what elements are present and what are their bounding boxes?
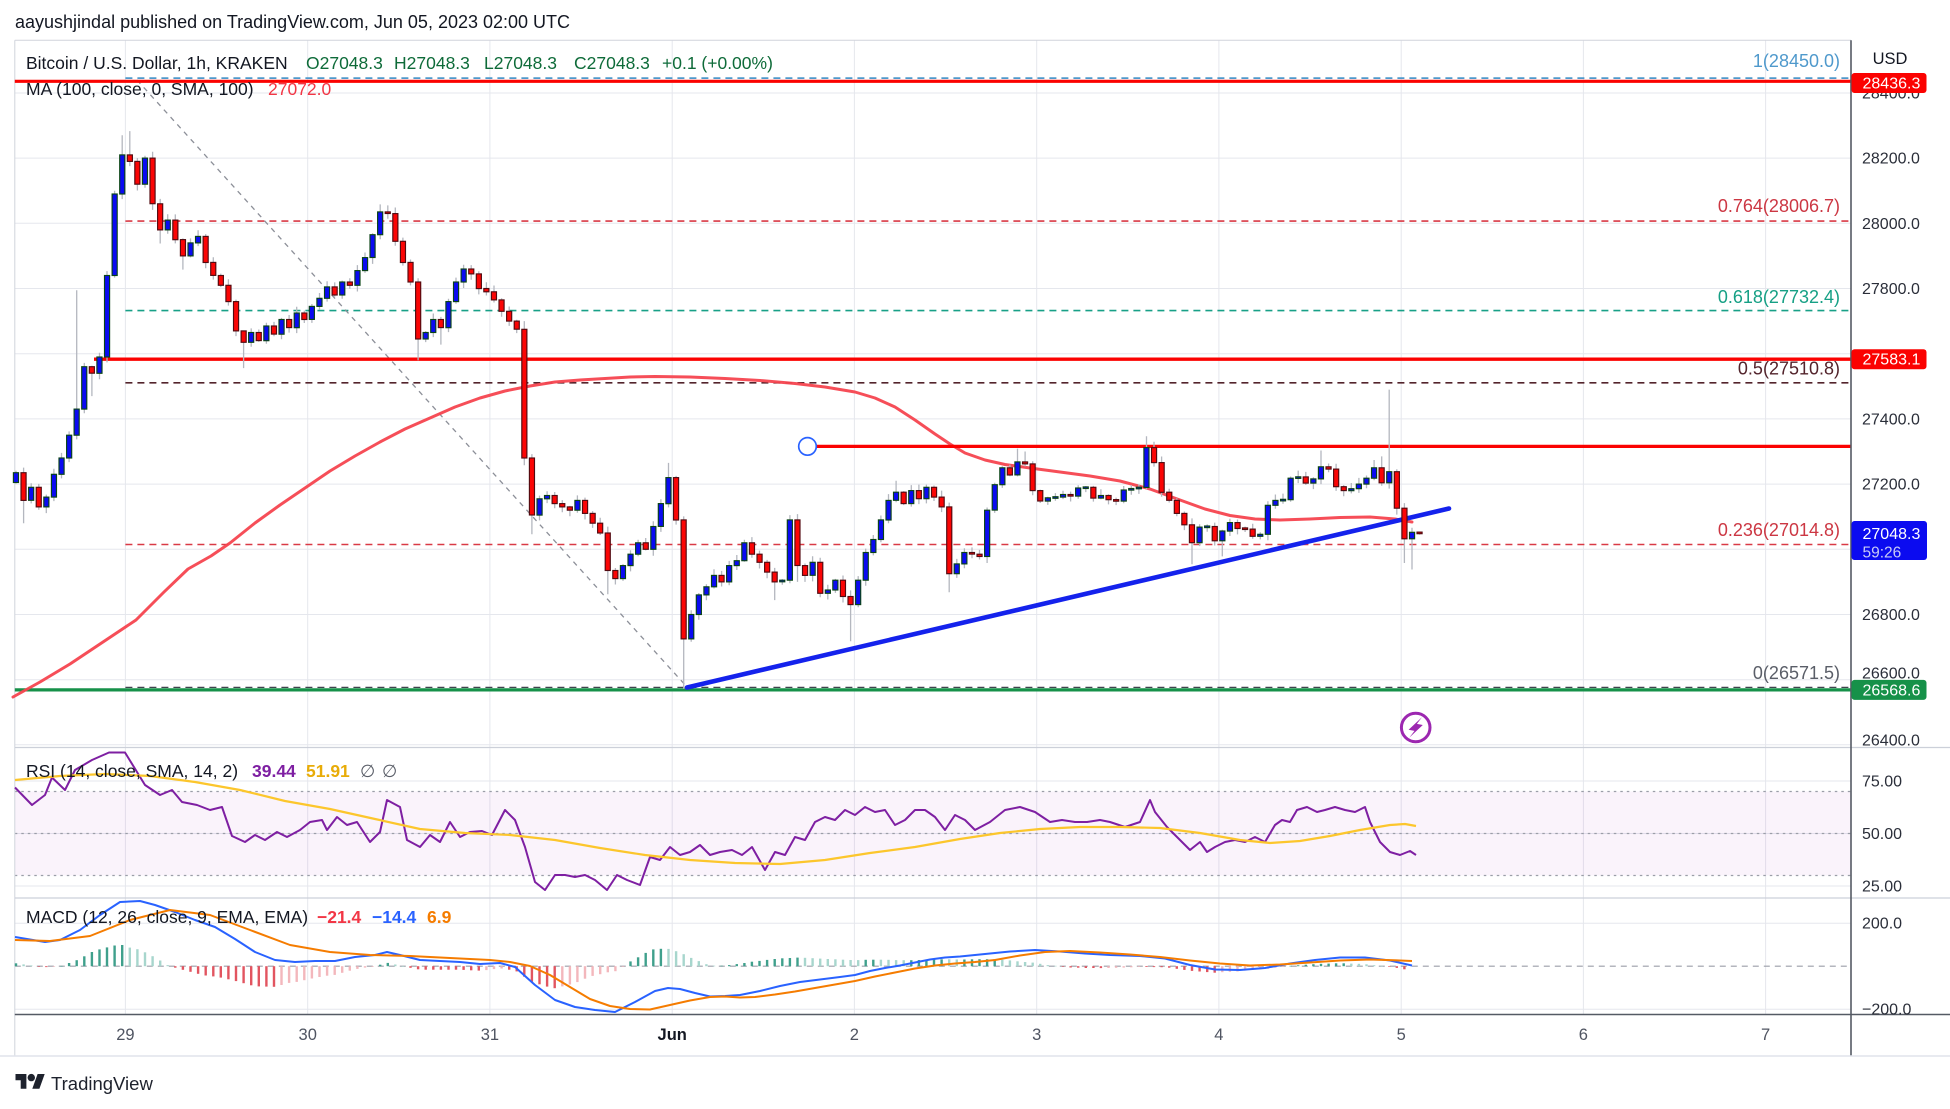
svg-text:28000.0: 28000.0 xyxy=(1862,216,1920,233)
svg-text:27800.0: 27800.0 xyxy=(1862,281,1920,298)
svg-text:28436.3: 28436.3 xyxy=(1863,76,1921,93)
svg-text:C27048.3: C27048.3 xyxy=(574,53,650,73)
svg-text:27048.3: 27048.3 xyxy=(1863,526,1921,543)
svg-text:5: 5 xyxy=(1397,1026,1406,1044)
svg-text:6: 6 xyxy=(1579,1026,1588,1044)
svg-text:RSI (14, close, SMA, 14, 2): RSI (14, close, SMA, 14, 2) xyxy=(26,761,238,781)
svg-text:−14.4: −14.4 xyxy=(372,907,417,927)
svg-text:−200.0: −200.0 xyxy=(1862,1002,1911,1019)
svg-text:51.91: 51.91 xyxy=(306,761,350,781)
svg-text:3: 3 xyxy=(1032,1026,1041,1044)
svg-text:USD: USD xyxy=(1873,50,1908,68)
svg-text:26600.0: 26600.0 xyxy=(1862,666,1920,683)
svg-text:O27048.3: O27048.3 xyxy=(306,53,383,73)
svg-text:25.00: 25.00 xyxy=(1862,879,1902,896)
svg-text:Jun: Jun xyxy=(658,1026,687,1044)
svg-text:6.9: 6.9 xyxy=(427,907,452,927)
svg-text:27072.0: 27072.0 xyxy=(268,79,332,99)
svg-text:59:26: 59:26 xyxy=(1863,545,1902,562)
svg-text:1(28450.0): 1(28450.0) xyxy=(1753,51,1840,71)
svg-text:7: 7 xyxy=(1761,1026,1770,1044)
svg-text:200.0: 200.0 xyxy=(1862,916,1902,933)
svg-text:29: 29 xyxy=(116,1026,134,1044)
svg-text:∅: ∅ xyxy=(360,761,375,781)
svg-text:27400.0: 27400.0 xyxy=(1862,411,1920,428)
svg-text:26400.0: 26400.0 xyxy=(1862,733,1920,750)
svg-text:26800.0: 26800.0 xyxy=(1862,607,1920,624)
svg-text:∅: ∅ xyxy=(382,761,397,781)
svg-text:H27048.3: H27048.3 xyxy=(394,53,470,73)
svg-text:28200.0: 28200.0 xyxy=(1862,151,1920,168)
svg-text:30: 30 xyxy=(299,1026,317,1044)
svg-text:0.5(27510.8): 0.5(27510.8) xyxy=(1738,359,1840,379)
svg-text:4: 4 xyxy=(1214,1026,1223,1044)
svg-text:0.618(27732.4): 0.618(27732.4) xyxy=(1718,287,1840,307)
svg-text:−21.4: −21.4 xyxy=(317,907,362,927)
svg-text:L27048.3: L27048.3 xyxy=(484,53,557,73)
svg-text:+0.1 (+0.00%): +0.1 (+0.00%) xyxy=(662,53,773,73)
svg-text:0.764(28006.7): 0.764(28006.7) xyxy=(1718,196,1840,216)
svg-text:MACD (12, 26, close, 9, EMA, E: MACD (12, 26, close, 9, EMA, EMA) xyxy=(26,907,308,927)
svg-text:aayushjindal published on Trad: aayushjindal published on TradingView.co… xyxy=(15,12,570,32)
svg-text:0(26571.5): 0(26571.5) xyxy=(1753,663,1840,683)
svg-text:0.236(27014.8): 0.236(27014.8) xyxy=(1718,520,1840,540)
svg-text:75.00: 75.00 xyxy=(1862,774,1902,791)
svg-text:39.44: 39.44 xyxy=(252,761,296,781)
svg-text:TradingView: TradingView xyxy=(51,1073,153,1094)
svg-text:Bitcoin / U.S. Dollar, 1h, KRA: Bitcoin / U.S. Dollar, 1h, KRAKEN xyxy=(26,53,288,73)
svg-text:27583.1: 27583.1 xyxy=(1863,352,1921,369)
svg-text:27200.0: 27200.0 xyxy=(1862,477,1920,494)
svg-text:31: 31 xyxy=(481,1026,499,1044)
svg-text:50.00: 50.00 xyxy=(1862,826,1902,843)
svg-text:26568.6: 26568.6 xyxy=(1863,682,1921,699)
svg-text:MA (100, close, 0, SMA, 100): MA (100, close, 0, SMA, 100) xyxy=(26,79,254,99)
svg-text:2: 2 xyxy=(850,1026,859,1044)
